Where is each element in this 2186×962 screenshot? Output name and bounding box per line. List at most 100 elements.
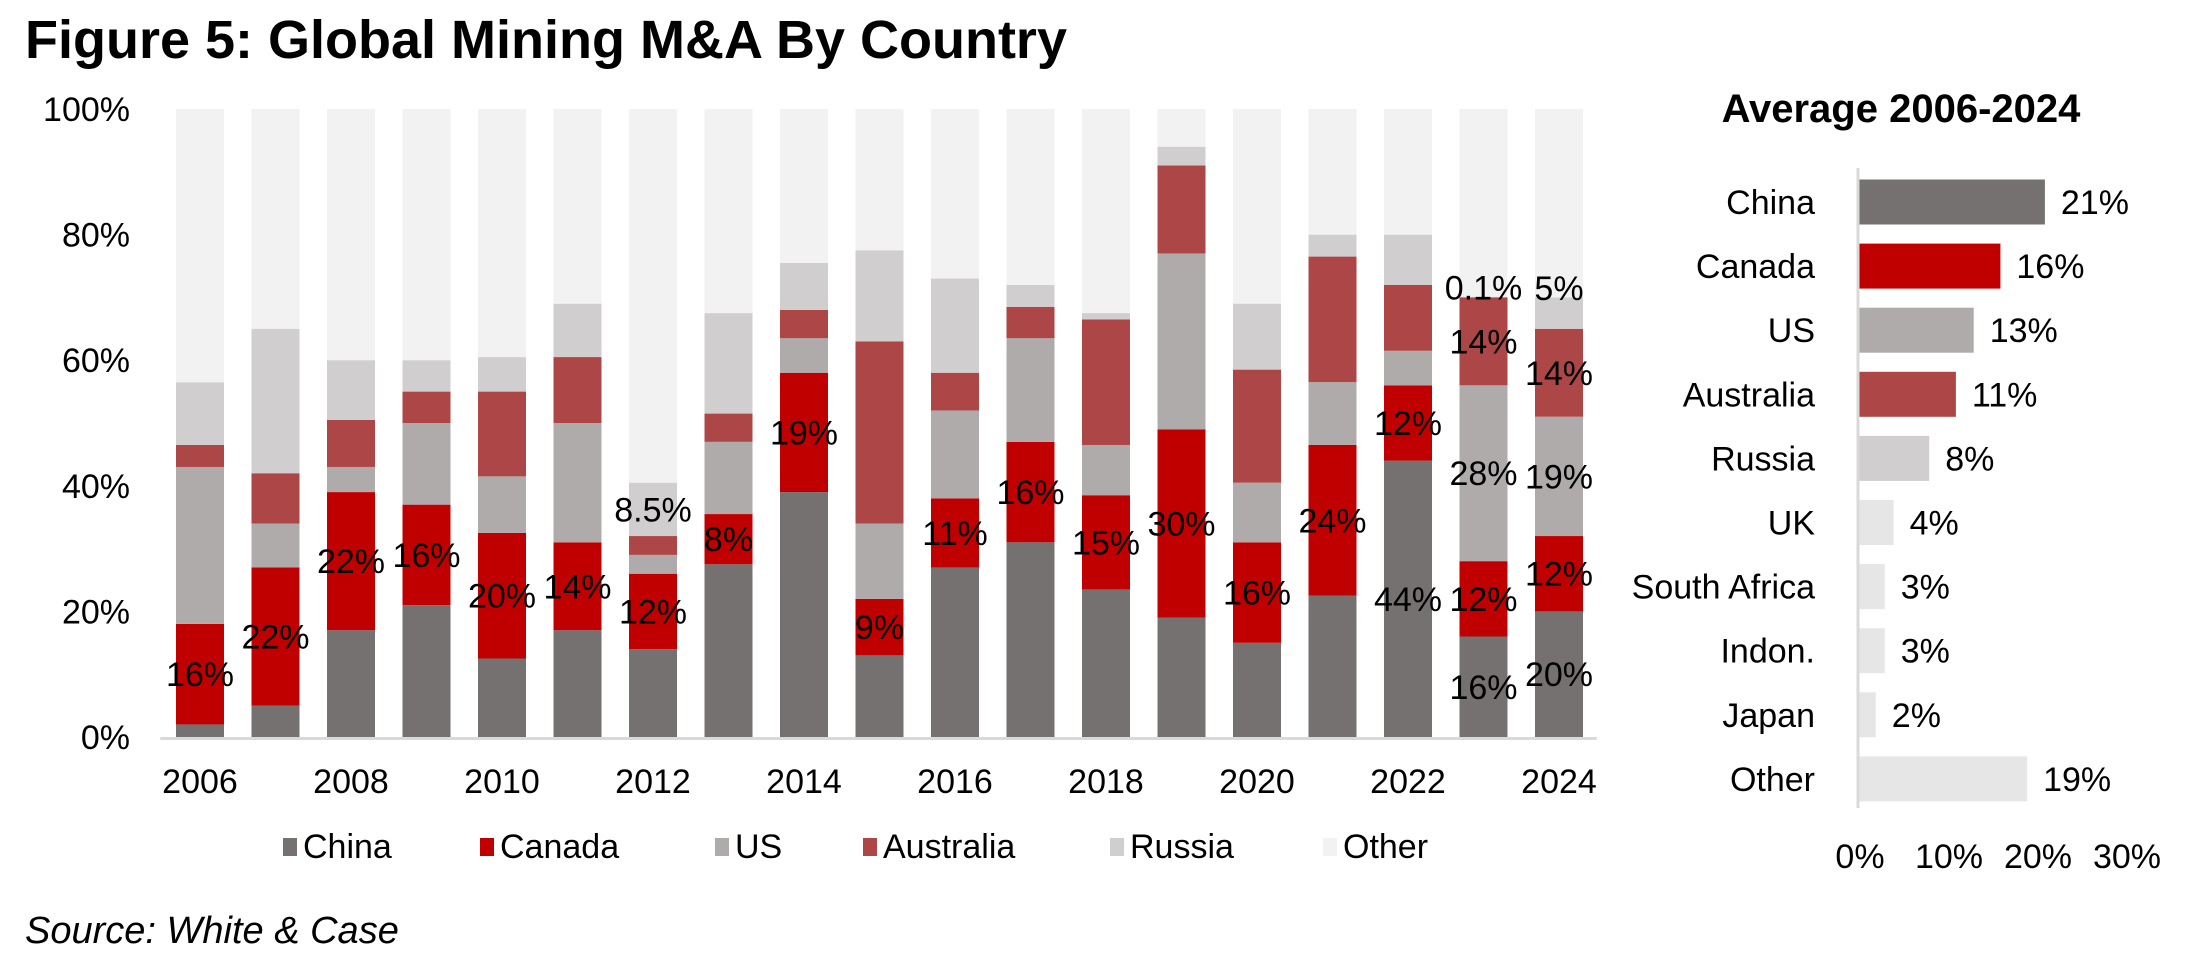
bar-china-2020: [1233, 642, 1281, 737]
bar-australia-2019: [1157, 165, 1206, 254]
bar-russia-2013: [704, 313, 753, 414]
bar-other-2006: [176, 109, 224, 383]
bar-canada-2007: [251, 567, 300, 706]
y-axis-ticks: 0% 20% 40% 60% 80% 100%: [43, 91, 130, 757]
data-label: 15%: [1072, 524, 1140, 562]
bar-other-2007: [251, 109, 300, 329]
bar-us-2010: [478, 476, 526, 533]
bar-other-2013: [704, 109, 753, 314]
bar-us-2020: [1233, 482, 1281, 543]
bar-russia-2008: [327, 360, 375, 420]
bar-canada-2009: [402, 504, 451, 606]
bar-us-2023: [1459, 385, 1508, 562]
bar-canada-2014: [780, 372, 828, 493]
category-label: UK: [1768, 505, 1816, 543]
data-label: 28%: [1449, 455, 1517, 493]
bar-russia-2021: [1308, 234, 1357, 257]
bar-australia-2014: [780, 309, 828, 339]
bar-other-2024: [1535, 109, 1583, 298]
value-label: 3%: [1901, 569, 1950, 607]
bar-canada-2023: [1459, 561, 1508, 637]
bar-canada-2016: [931, 498, 979, 568]
bar-other-2022: [1384, 109, 1432, 235]
data-label: 16%: [1223, 575, 1291, 613]
avg-bar-canada: [1858, 243, 2001, 289]
bar-other-2019: [1157, 109, 1206, 147]
bar-australia-2022: [1384, 284, 1432, 351]
bar-china-2011: [553, 630, 602, 737]
data-label: 44%: [1374, 581, 1442, 619]
legend-swatch: [863, 838, 877, 856]
bar-other-2009: [402, 109, 451, 361]
category-label: Japan: [1722, 697, 1815, 735]
bar-china-2023: [1459, 636, 1508, 737]
legend-label: Other: [1343, 828, 1428, 866]
bar-canada-2015: [855, 598, 904, 656]
bar-other-2012: [629, 109, 677, 483]
bar-us-2024: [1535, 416, 1583, 537]
bar-us-2007: [251, 523, 300, 568]
legend-item-other: Other: [1323, 828, 1428, 866]
bar-russia-2023: [1459, 296, 1508, 298]
x-tick-label: 2022: [1370, 763, 1446, 801]
bar-australia-2006: [176, 444, 224, 467]
data-label: 8.5%: [614, 491, 692, 529]
bar-australia-2007: [251, 473, 300, 524]
bar-canada-2010: [478, 532, 526, 659]
bar-australia-2011: [553, 357, 602, 423]
bar-us-2011: [553, 423, 602, 543]
bar-china-2019: [1157, 617, 1206, 737]
bar-other-2023: [1459, 109, 1508, 297]
bar-other-2016: [931, 109, 979, 279]
legend-item-russia: Russia: [1110, 828, 1234, 866]
bar-other-2021: [1308, 109, 1357, 235]
bar-china-2006: [176, 724, 224, 737]
data-label: 20%: [1525, 656, 1593, 694]
bar-us-2016: [931, 410, 979, 499]
average-bar-chart: Average 2006-2024 China Canada US Australia…: [1632, 87, 2161, 876]
bar-canada-2017: [1006, 441, 1055, 543]
category-label: Canada: [1696, 248, 1815, 286]
data-label: 19%: [770, 414, 838, 452]
data-label: 14%: [543, 568, 611, 606]
data-label: 22%: [241, 619, 309, 657]
avg-bar-australia: [1858, 371, 1956, 417]
value-labels: 21% 16% 13% 11% 8% 4% 3% 3% 2% 19%: [1892, 184, 2129, 799]
x-axis-ticks: 0% 10% 20% 30%: [1835, 838, 2161, 876]
bar-canada-2008: [327, 492, 375, 631]
legend-label: Russia: [1130, 828, 1234, 866]
bar-australia-2012: [629, 536, 677, 555]
data-label: 16%: [392, 537, 460, 575]
data-label: 30%: [1147, 505, 1215, 543]
bar-china-2007: [251, 705, 300, 737]
x-axis-ticks: 2006 2008 2010 2012 2014 2016 2018 2020 2022 2024: [162, 763, 1597, 801]
bar-russia-2007: [251, 328, 300, 474]
bar-russia-2017: [1006, 284, 1055, 307]
bar-canada-2006: [176, 623, 224, 725]
bar-australia-2013: [704, 413, 753, 442]
value-label: 19%: [2043, 761, 2111, 799]
bar-us-2015: [855, 523, 904, 599]
bar-russia-2006: [176, 382, 224, 445]
y-tick-label: 0%: [81, 719, 130, 757]
bar-other-2017: [1006, 109, 1055, 285]
bar-canada-2011: [553, 542, 602, 631]
bar-russia-2024: [1535, 297, 1583, 329]
bar-russia-2012: [629, 482, 677, 537]
bar-us-2019: [1157, 253, 1206, 430]
data-label: 20%: [468, 578, 536, 616]
value-label: 8%: [1945, 440, 1994, 478]
bar-china-2024: [1535, 611, 1583, 737]
bar-russia-2022: [1384, 234, 1432, 285]
bar-russia-2015: [855, 250, 904, 342]
data-label: 14%: [1525, 355, 1593, 393]
y-tick-label: 100%: [43, 91, 130, 129]
x-tick-label: 2020: [1219, 763, 1295, 801]
legend-label: US: [735, 828, 782, 866]
category-label: Indon.: [1720, 633, 1815, 671]
bar-australia-2010: [478, 391, 526, 477]
x-tick-label: 2018: [1068, 763, 1144, 801]
bar-russia-2018: [1082, 313, 1130, 320]
value-label: 11%: [1972, 376, 2038, 414]
value-label: 16%: [2016, 248, 2084, 286]
